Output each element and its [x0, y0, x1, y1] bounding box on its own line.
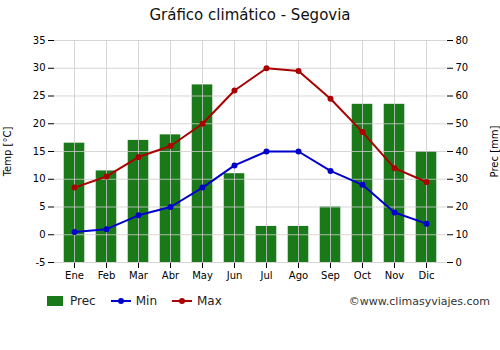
svg-text:Jun: Jun [226, 270, 243, 281]
html-text:©www.climasyviajes.com: ©www.climasyviajes.com [348, 294, 490, 308]
html-text:Prec: Prec [70, 294, 96, 308]
svg-text:Nov: Nov [385, 270, 405, 281]
svg-text:70: 70 [456, 62, 469, 73]
svg-text:Mar: Mar [129, 270, 149, 281]
svg-text:May: May [192, 270, 213, 281]
svg-text:Sep: Sep [321, 270, 340, 281]
svg-text:10: 10 [456, 229, 469, 240]
svg-text:10: 10 [33, 173, 46, 184]
svg-text:Oct: Oct [354, 270, 371, 281]
svg-text:60: 60 [456, 90, 469, 101]
svg-text:50: 50 [456, 118, 469, 129]
svg-text:Ene: Ene [65, 270, 84, 281]
svg-text:20: 20 [33, 118, 46, 129]
svg-text:Feb: Feb [98, 270, 116, 281]
html-text:Max: Max [197, 294, 222, 308]
svg-text:20: 20 [456, 201, 469, 212]
svg-text:35: 35 [33, 35, 46, 46]
svg-text:Ago: Ago [289, 270, 308, 281]
svg-text:-5: -5 [36, 257, 46, 268]
svg-text:40: 40 [456, 146, 469, 157]
svg-text:0: 0 [39, 229, 45, 240]
svg-text:5: 5 [39, 201, 45, 212]
svg-text:Abr: Abr [162, 270, 180, 281]
svg-text:Temp [°C]: Temp [°C] [2, 127, 13, 178]
svg-text:Prec [mm]: Prec [mm] [489, 125, 500, 177]
html-text:Gráfico climático - Segovia: Gráfico climático - Segovia [149, 6, 351, 24]
svg-text:80: 80 [456, 35, 469, 46]
svg-text:Dic: Dic [419, 270, 435, 281]
svg-text:25: 25 [33, 90, 46, 101]
svg-text:30: 30 [456, 173, 469, 184]
svg-text:0: 0 [456, 257, 462, 268]
html-text:Min: Min [135, 294, 157, 308]
svg-text:15: 15 [33, 146, 46, 157]
svg-text:Jul: Jul [259, 270, 272, 281]
svg-text:30: 30 [33, 62, 46, 73]
